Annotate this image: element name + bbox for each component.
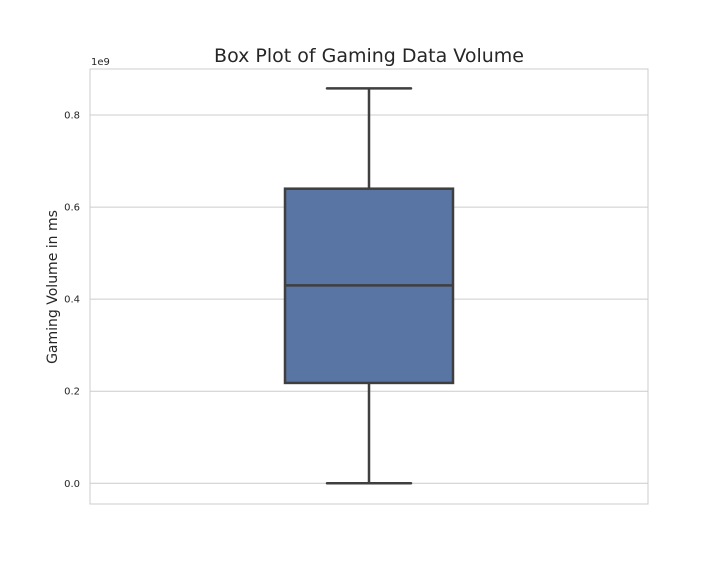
plot-frame (89, 68, 649, 505)
chart-title: Box Plot of Gaming Data Volume (214, 45, 524, 67)
y-axis-label: Gaming Volume in ms (45, 210, 61, 364)
y-tick-label: 0.6 (64, 203, 80, 214)
y-tick-label: 0.2 (64, 387, 80, 398)
box-plot (283, 87, 455, 485)
y-tick-label: 0.0 (64, 479, 80, 490)
y-axis-offset-label: 1e9 (91, 57, 110, 68)
y-tick-labels: 0.0 0.2 0.4 0.6 0.8 (64, 111, 80, 490)
y-tick-label: 0.8 (64, 111, 80, 122)
y-tick-label: 0.4 (64, 295, 80, 306)
